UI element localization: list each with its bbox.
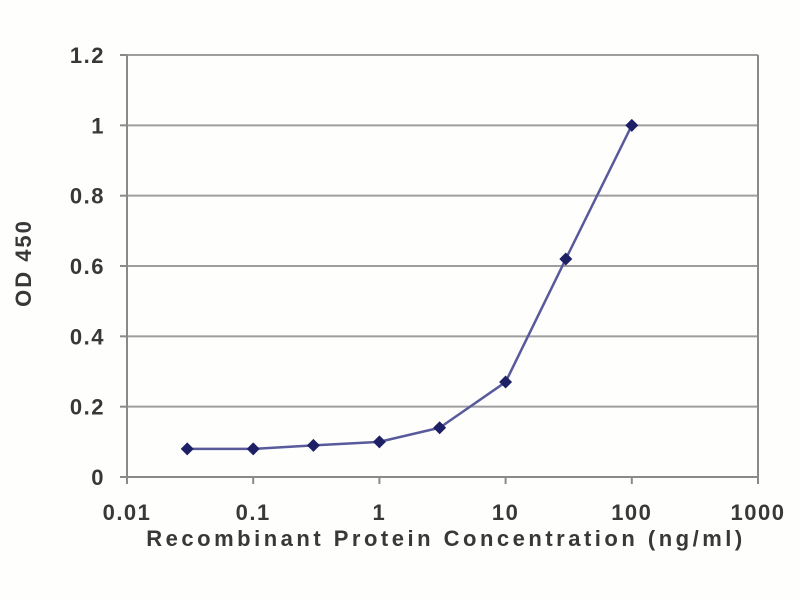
series-line: [187, 124, 633, 451]
data-point-marker: [559, 252, 573, 266]
y-tick-label: 0.2: [70, 395, 105, 420]
y-tick-label: 0: [91, 465, 105, 490]
x-axis-title: Recombinant Protein Concentration (ng/ml…: [146, 526, 746, 551]
x-tick-label: 1: [373, 500, 387, 525]
data-point-marker: [433, 421, 447, 435]
data-point-marker: [180, 442, 194, 456]
data-point-marker: [625, 118, 639, 132]
y-tick-label: 1.2: [70, 43, 105, 68]
x-tick-label: 0.1: [236, 500, 271, 525]
x-tick-label: 100: [611, 500, 652, 525]
x-tick-label: 10: [492, 500, 519, 525]
data-point-marker: [306, 438, 320, 452]
data-point-marker: [246, 442, 260, 456]
x-tick-label: 0.01: [103, 500, 152, 525]
x-tick-label: 1000: [731, 500, 786, 525]
y-tick-label: 0.8: [70, 184, 105, 209]
data-point-marker: [372, 435, 386, 449]
y-tick-label: 0.6: [70, 254, 105, 279]
data-point-marker: [499, 375, 513, 389]
y-tick-label: 1: [91, 113, 105, 138]
y-axis-title: OD 450: [11, 219, 36, 307]
y-tick-label: 0.4: [70, 324, 105, 349]
